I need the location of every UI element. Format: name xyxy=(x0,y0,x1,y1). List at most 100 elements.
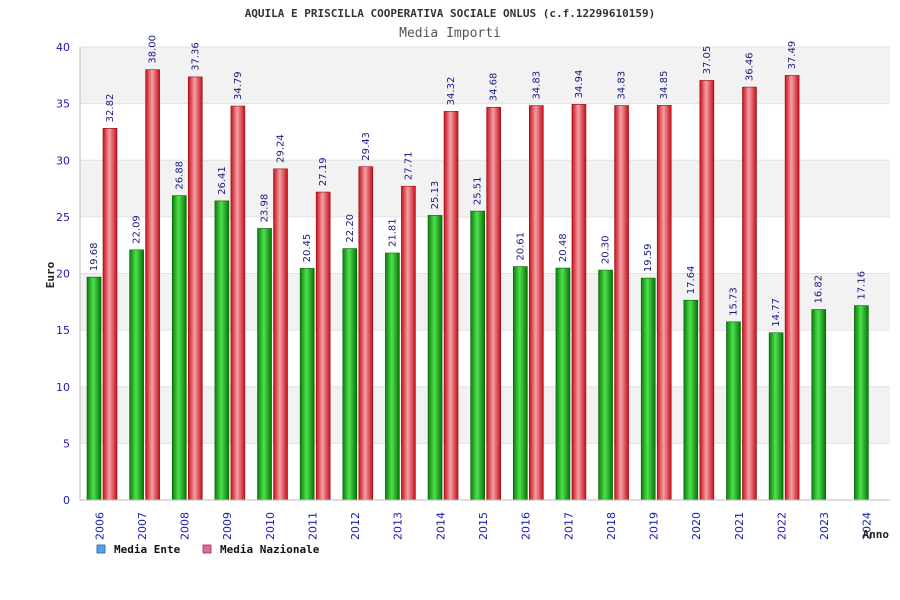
y-tick-label: 5 xyxy=(63,437,70,450)
bar-value-label: 27.71 xyxy=(403,152,414,181)
y-axis: 0 5 10 15 20 25 30 35 40 xyxy=(56,41,81,507)
legend-label-media-nazionale: Media Nazionale xyxy=(220,543,320,556)
bar-nazionale xyxy=(401,185,416,501)
x-tick-label: 2018 xyxy=(605,512,618,540)
x-tick-label: 2019 xyxy=(648,512,661,540)
bar-nazionale xyxy=(315,191,331,501)
bar-value-label: 25.51 xyxy=(473,176,484,205)
x-tick-label: 2022 xyxy=(775,512,788,540)
y-tick-label: 35 xyxy=(56,98,70,111)
x-tick-label: 2007 xyxy=(136,512,149,540)
bar-value-label: 36.46 xyxy=(744,52,755,81)
x-tick-label: 2023 xyxy=(818,512,831,540)
x-tick-label: 2006 xyxy=(93,512,106,540)
legend: Media Ente Media Nazionale xyxy=(96,543,320,556)
y-tick-label: 20 xyxy=(56,268,70,281)
bar-value-label: 32.82 xyxy=(105,94,116,123)
x-axis: 2006 2007 2008 2009 2010 2011 2012 2013 2014 2015… xyxy=(80,499,890,540)
x-tick-label: 2013 xyxy=(392,512,405,540)
bar-nazionale xyxy=(145,69,160,501)
bar-ente xyxy=(257,228,272,501)
bar-nazionale xyxy=(486,106,501,501)
bar-value-label: 34.83 xyxy=(531,71,542,100)
x-tick-label: 2008 xyxy=(179,512,192,540)
bar-ente xyxy=(299,268,315,501)
bar-nazionale xyxy=(358,166,374,501)
bar-value-label: 23.98 xyxy=(260,194,271,223)
legend-swatch-media-nazionale xyxy=(202,544,212,554)
bar-value-label: 38.00 xyxy=(148,35,159,64)
bar-value-label: 25.13 xyxy=(430,181,441,210)
bar-ente xyxy=(513,266,528,501)
bar-value-label: 37.05 xyxy=(702,46,713,75)
bar-value-label: 37.49 xyxy=(787,41,798,70)
x-tick-label: 2021 xyxy=(733,512,746,540)
bar-value-label: 34.79 xyxy=(233,71,244,100)
bar-ente xyxy=(683,299,699,501)
bar-nazionale xyxy=(614,105,629,501)
bar-value-label: 14.77 xyxy=(771,298,782,327)
bar-value-label: 22.09 xyxy=(132,215,143,244)
bars xyxy=(86,69,869,501)
bar-value-label: 37.36 xyxy=(190,42,201,71)
y-tick-label: 25 xyxy=(56,211,70,224)
x-tick-label: 2011 xyxy=(306,512,319,540)
bar-nazionale xyxy=(656,105,672,501)
bar-ente xyxy=(598,269,613,501)
bar-ente xyxy=(171,195,187,501)
bar-value-label: 34.85 xyxy=(659,71,670,100)
bar-ente xyxy=(342,248,358,501)
x-axis-label: Anno xyxy=(863,528,890,541)
bar-ente xyxy=(768,332,784,501)
bar-nazionale xyxy=(742,86,757,501)
bar-value-label: 29.24 xyxy=(276,134,287,163)
x-tick-label: 2016 xyxy=(520,512,533,540)
bar-value-label: 26.41 xyxy=(217,166,228,195)
bar-labels: 19.68 32.82 22.09 38.00 26.88 37.36 26.41 34.79… xyxy=(89,35,867,327)
bar-nazionale xyxy=(529,105,544,501)
y-tick-label: 30 xyxy=(56,154,70,167)
bar-value-label: 22.20 xyxy=(345,214,356,243)
x-tick-label: 2010 xyxy=(264,512,277,540)
bar-value-label: 29.43 xyxy=(361,132,372,161)
bar-value-label: 19.68 xyxy=(89,242,100,271)
bar-value-label: 26.88 xyxy=(174,161,185,190)
bar-ente xyxy=(726,321,741,501)
bar-nazionale xyxy=(571,104,587,501)
x-tick-label: 2017 xyxy=(562,512,575,540)
bar-value-label: 20.45 xyxy=(302,234,313,263)
bar-value-label: 34.94 xyxy=(574,70,585,99)
bar-nazionale xyxy=(699,80,715,501)
bar-nazionale xyxy=(443,111,459,501)
bar-value-label: 34.68 xyxy=(489,73,500,102)
y-tick-label: 40 xyxy=(56,41,70,54)
bar-value-label: 15.73 xyxy=(728,287,739,316)
x-tick-label: 2012 xyxy=(349,512,362,540)
bar-value-label: 20.48 xyxy=(558,233,569,262)
bar-value-label: 19.59 xyxy=(643,244,654,273)
bar-value-label: 34.83 xyxy=(617,71,628,100)
bar-value-label: 27.19 xyxy=(318,157,329,186)
bar-ente xyxy=(86,276,102,501)
bar-ente xyxy=(214,200,230,501)
y-tick-label: 10 xyxy=(56,381,70,394)
bar-nazionale xyxy=(784,75,800,501)
bar-ente xyxy=(129,249,144,501)
bar-ente xyxy=(470,210,485,501)
bar-ente xyxy=(427,215,443,501)
y-tick-label: 0 xyxy=(63,494,70,507)
x-tick-label: 2009 xyxy=(221,512,234,540)
legend-swatch-media-ente xyxy=(96,544,106,554)
bar-value-label: 17.16 xyxy=(856,271,867,300)
legend-label-media-ente: Media Ente xyxy=(114,543,181,556)
bar-value-label: 16.82 xyxy=(814,275,825,304)
bar-ente xyxy=(811,309,827,501)
bar-ente xyxy=(640,277,656,501)
bar-ente xyxy=(854,305,869,501)
bar-ente xyxy=(555,267,571,501)
bar-value-label: 34.32 xyxy=(446,77,457,106)
y-axis-label: Euro xyxy=(44,261,57,288)
chart-title: AQUILA E PRISCILLA COOPERATIVA SOCIALE O… xyxy=(245,7,656,20)
y-tick-label: 15 xyxy=(56,324,70,337)
